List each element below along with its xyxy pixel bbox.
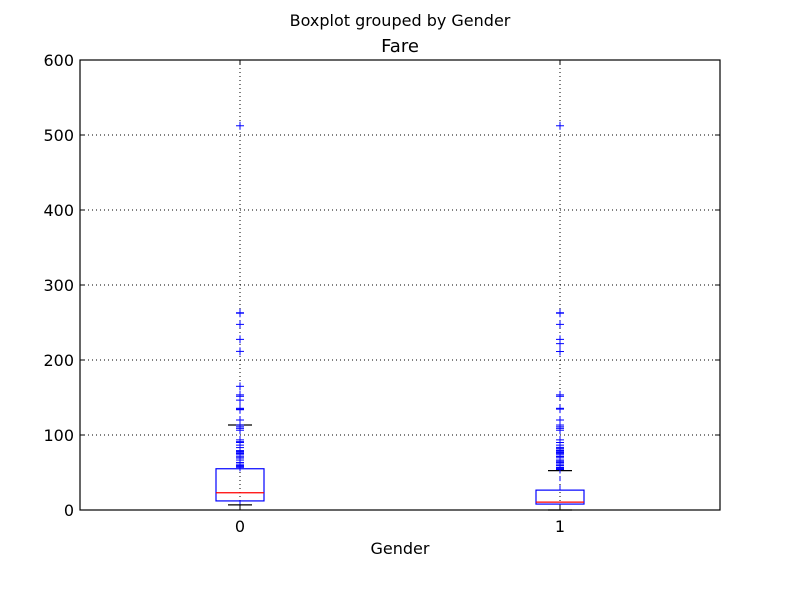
flier-point — [556, 405, 564, 414]
flier-point — [556, 320, 564, 329]
box-marks — [215, 121, 585, 511]
flier-point — [236, 347, 244, 356]
axes: 0 100 200 300 400 500 600 0 1 — [43, 51, 721, 536]
flier-point — [556, 309, 564, 318]
flier-point — [556, 392, 564, 401]
y-tick-label: 400 — [43, 201, 74, 220]
y-tick-label: 300 — [43, 276, 74, 295]
y-tick-label: 100 — [43, 426, 74, 445]
flier-point — [556, 121, 564, 130]
flier-point — [556, 465, 564, 474]
grid-lines — [80, 60, 720, 510]
y-tick-label: 500 — [43, 126, 74, 145]
flier-point — [236, 309, 244, 318]
flier-point — [556, 426, 564, 435]
y-tick-label: 200 — [43, 351, 74, 370]
flier-point — [236, 396, 244, 405]
y-tick-label: 600 — [43, 51, 74, 70]
flier-point — [236, 335, 244, 344]
flier-point — [556, 339, 564, 348]
chart-title: Fare — [381, 36, 419, 57]
x-tick-label: 1 — [555, 517, 565, 536]
x-axis-label: Gender — [371, 539, 430, 558]
x-tick-label: 0 — [235, 517, 245, 536]
flier-point — [236, 426, 244, 435]
iqr-box — [535, 489, 585, 505]
y-tick-label: 0 — [64, 501, 74, 520]
flier-point — [556, 347, 564, 356]
flier-point — [236, 405, 244, 414]
flier-point — [236, 382, 244, 391]
flier-point — [236, 121, 244, 130]
flier-point — [236, 320, 244, 329]
chart-suptitle: Boxplot grouped by Gender — [290, 11, 511, 30]
box-group — [215, 121, 265, 506]
flier-point — [236, 463, 244, 472]
